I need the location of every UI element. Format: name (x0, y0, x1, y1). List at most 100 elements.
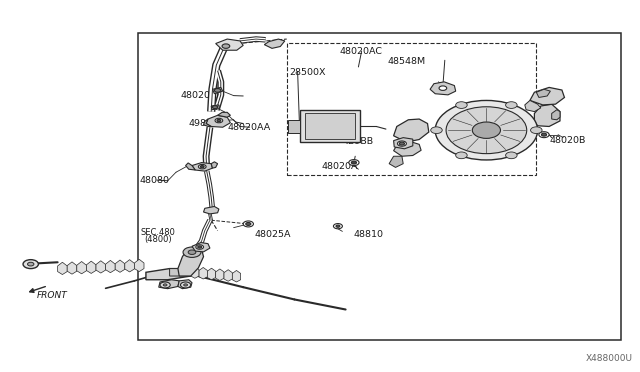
Circle shape (336, 225, 340, 227)
Polygon shape (192, 243, 210, 252)
Text: 48080: 48080 (140, 176, 170, 185)
Circle shape (539, 132, 549, 138)
Circle shape (215, 118, 223, 123)
Polygon shape (534, 104, 560, 126)
Bar (138, 33, 621, 340)
Polygon shape (430, 82, 456, 95)
Polygon shape (552, 110, 560, 120)
Circle shape (333, 224, 342, 229)
Polygon shape (77, 262, 86, 274)
Polygon shape (212, 87, 223, 94)
Circle shape (243, 221, 253, 227)
Polygon shape (191, 267, 199, 278)
Circle shape (506, 102, 517, 108)
Polygon shape (264, 39, 285, 48)
Text: 48548M: 48548M (387, 57, 426, 65)
Polygon shape (204, 119, 211, 126)
Circle shape (431, 127, 442, 134)
Polygon shape (178, 280, 192, 289)
Circle shape (217, 119, 221, 122)
Polygon shape (67, 262, 77, 274)
Circle shape (531, 127, 542, 134)
Text: 48020B: 48020B (549, 136, 586, 145)
Circle shape (23, 260, 38, 269)
Text: (4800): (4800) (144, 235, 172, 244)
Polygon shape (186, 163, 195, 170)
Polygon shape (178, 247, 204, 276)
Polygon shape (125, 260, 134, 272)
Circle shape (212, 106, 218, 109)
Circle shape (28, 262, 34, 266)
Polygon shape (192, 163, 212, 171)
Text: FRONT: FRONT (37, 291, 68, 300)
Text: 49830: 49830 (189, 119, 219, 128)
Polygon shape (115, 260, 125, 272)
Text: 48020A: 48020A (321, 162, 358, 171)
Polygon shape (96, 261, 106, 273)
Polygon shape (58, 262, 67, 275)
Circle shape (399, 142, 404, 145)
Text: SEC.480: SEC.480 (141, 228, 175, 237)
Polygon shape (536, 89, 550, 97)
Circle shape (196, 245, 204, 249)
Text: 4B9BB: 4B9BB (342, 137, 374, 146)
Circle shape (163, 284, 167, 286)
Circle shape (160, 282, 170, 288)
Bar (300, 110, 360, 142)
Polygon shape (211, 162, 218, 168)
Text: 28500X: 28500X (289, 68, 326, 77)
Polygon shape (207, 268, 216, 280)
Polygon shape (232, 270, 241, 282)
Polygon shape (525, 100, 541, 112)
Circle shape (435, 100, 538, 160)
Polygon shape (218, 112, 230, 117)
Circle shape (246, 222, 251, 225)
Circle shape (198, 164, 206, 169)
Polygon shape (159, 280, 179, 289)
Bar (305, 113, 355, 139)
Polygon shape (134, 259, 144, 272)
Polygon shape (204, 206, 219, 214)
Circle shape (188, 250, 196, 254)
Polygon shape (146, 269, 191, 280)
Bar (288, 120, 300, 133)
Polygon shape (389, 156, 403, 167)
Text: 48810: 48810 (353, 230, 383, 239)
Circle shape (506, 152, 517, 159)
Text: 48020AA: 48020AA (227, 123, 271, 132)
Polygon shape (86, 261, 96, 273)
Circle shape (439, 86, 447, 90)
Circle shape (397, 141, 406, 146)
Circle shape (183, 247, 201, 257)
Circle shape (541, 133, 547, 136)
Polygon shape (206, 115, 230, 127)
Polygon shape (216, 269, 224, 280)
Circle shape (198, 246, 202, 248)
Polygon shape (394, 141, 421, 156)
Circle shape (214, 89, 221, 92)
Circle shape (184, 284, 188, 286)
Circle shape (180, 282, 191, 288)
Circle shape (222, 44, 230, 48)
Polygon shape (530, 87, 564, 105)
Polygon shape (199, 267, 207, 279)
Circle shape (351, 161, 356, 164)
Polygon shape (394, 119, 429, 142)
Bar (287, 43, 536, 175)
Text: 48020AB: 48020AB (180, 92, 223, 100)
Text: 48020AC: 48020AC (339, 47, 382, 56)
Text: 48025A: 48025A (255, 230, 291, 239)
Polygon shape (394, 138, 413, 149)
Circle shape (472, 122, 500, 138)
Text: X488000U: X488000U (586, 354, 632, 363)
Circle shape (446, 107, 527, 154)
Circle shape (456, 102, 467, 108)
Circle shape (349, 160, 359, 166)
Polygon shape (211, 105, 220, 110)
Polygon shape (216, 39, 243, 50)
Polygon shape (224, 270, 232, 281)
Polygon shape (170, 269, 191, 276)
Circle shape (456, 152, 467, 159)
Polygon shape (106, 260, 115, 273)
Circle shape (200, 166, 204, 168)
